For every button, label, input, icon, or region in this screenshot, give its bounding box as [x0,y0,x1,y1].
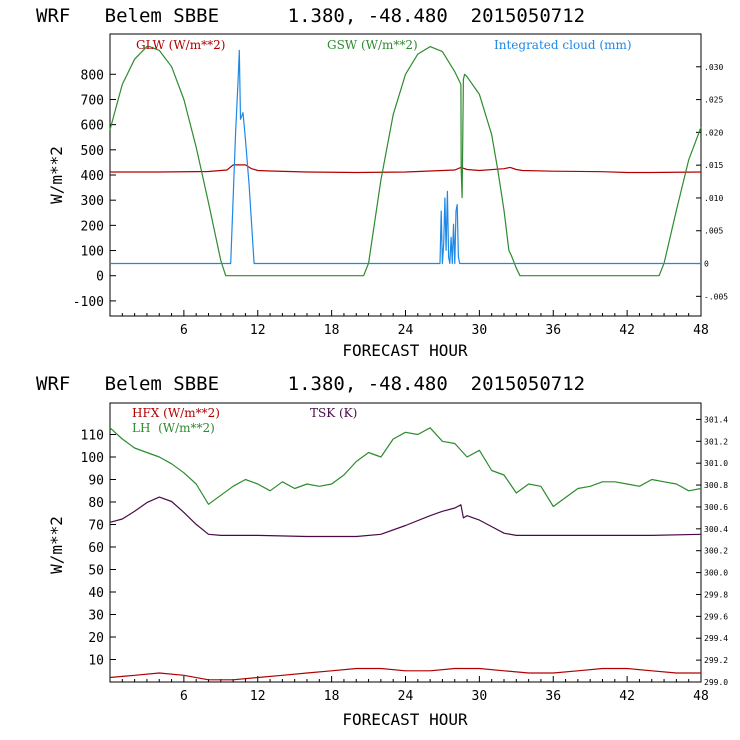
x-tick-label: 6 [180,689,188,704]
right-y-tick-label: 299.4 [704,634,728,643]
series-line-glw [110,164,702,174]
bottom-chart-title: WRF Belem SBBE 1.380, -48.480 2015050712 [36,373,585,395]
x-tick-label: 24 [398,689,414,704]
y-tick-label: 300 [81,194,104,209]
top-chart-title: WRF Belem SBBE 1.380, -48.480 2015050712 [36,5,585,27]
bottom-legend-tsk: TSK (K) [310,406,357,420]
top-legend-gsw: GSW (W/m**2) [327,38,418,52]
right-y-tick-label: 301.2 [704,437,728,446]
right-y-tick-label: 300.2 [704,547,728,556]
series-line-hfx [109,667,701,681]
series-line-integrated [110,49,701,265]
right-y-tick-label: .015 [704,161,723,170]
right-y-tick-label: .025 [704,96,723,105]
y-tick-label: 700 [81,93,104,108]
bottom-x-axis-label: FORECAST HOUR [342,710,468,729]
right-y-tick-label: 299.2 [704,656,728,665]
x-tick-label: 48 [693,323,709,338]
y-tick-label: 800 [81,68,104,83]
y-tick-label: 200 [81,219,104,234]
x-tick-label: 30 [472,323,488,338]
x-tick-label: 36 [545,323,561,338]
bottom-legend-hfx: HFX (W/m**2) [132,406,220,420]
top-y-axis-label: W/m**2 [47,146,66,204]
bottom-chart: WRF Belem SBBE 1.380, -48.480 2015050712… [36,373,728,729]
right-y-tick-label: 299.0 [704,678,728,687]
top-legend-glw: GLW (W/m**2) [136,38,225,52]
bottom-y-ticks: 10 20 30 40 50 60 70 80 90 100 110 [81,429,116,669]
top-right-y-ticks: -.005 0 .005 .010 .015 .020 .025 .030 [696,63,728,301]
x-tick-label: 42 [619,323,635,338]
y-tick-label: 110 [81,429,104,444]
y-tick-label: 20 [88,631,104,646]
right-y-tick-label: 299.6 [704,612,728,621]
series-line-gsw [109,45,702,277]
bottom-y-axis-label: W/m**2 [47,516,66,574]
y-tick-label: 600 [81,119,104,134]
right-y-tick-label: 300.4 [704,525,728,534]
right-y-tick-label: 0 [704,260,709,269]
right-y-tick-label: 301.4 [704,415,728,424]
y-tick-label: 60 [88,541,104,556]
right-y-tick-label: 299.8 [704,590,728,599]
y-tick-label: 90 [88,474,104,489]
series-line-lh [109,427,702,508]
y-tick-label: 100 [81,245,104,260]
bottom-series-group [109,427,702,681]
y-tick-label: 30 [88,609,104,624]
y-tick-label: 50 [88,564,104,579]
bottom-x-ticks: 6 12 18 24 30 36 42 48 [121,676,709,704]
top-y-ticks: -100 0 100 200 300 400 500 600 700 800 [73,68,116,310]
x-tick-label: 18 [324,689,340,704]
x-tick-label: 6 [180,323,188,338]
top-series-group [109,45,702,277]
right-y-tick-label: 300.6 [704,503,728,512]
right-y-tick-label: .005 [704,227,723,236]
x-tick-label: 30 [472,689,488,704]
y-tick-label: 400 [81,169,104,184]
right-y-tick-label: .010 [704,194,723,203]
y-tick-label: 500 [81,144,104,159]
right-y-tick-label: .030 [704,63,723,72]
x-tick-label: 24 [398,323,414,338]
y-tick-label: -100 [73,295,104,310]
y-tick-label: 40 [88,586,104,601]
series-line-tsk [109,496,702,538]
right-y-tick-label: -.005 [704,292,728,301]
top-x-ticks: 6 12 18 24 30 36 42 48 [121,310,709,338]
right-y-tick-label: 300.8 [704,481,728,490]
right-y-tick-label: 301.0 [704,459,728,468]
top-x-axis-label: FORECAST HOUR [342,341,468,360]
y-tick-label: 0 [96,270,104,285]
right-y-tick-label: 300.0 [704,569,728,578]
bottom-right-y-ticks: 299.0 299.2 299.4 299.6 299.8 300.0 300.2 300.4… [696,415,728,687]
x-tick-label: 36 [545,689,561,704]
bottom-plot-frame [109,402,702,683]
x-tick-label: 42 [619,689,635,704]
y-tick-label: 100 [81,451,104,466]
right-y-tick-label: .020 [704,128,723,137]
bottom-legend-lh: LH (W/m**2) [132,421,215,435]
x-tick-label: 18 [324,323,340,338]
x-tick-label: 48 [693,689,709,704]
top-chart: WRF Belem SBBE 1.380, -48.480 2015050712… [36,5,728,360]
y-tick-label: 70 [88,519,104,534]
y-tick-label: 10 [88,654,104,669]
x-tick-label: 12 [250,323,266,338]
x-tick-label: 12 [250,689,266,704]
y-tick-label: 80 [88,496,104,511]
top-legend-cloud: Integrated cloud (mm) [494,38,632,52]
